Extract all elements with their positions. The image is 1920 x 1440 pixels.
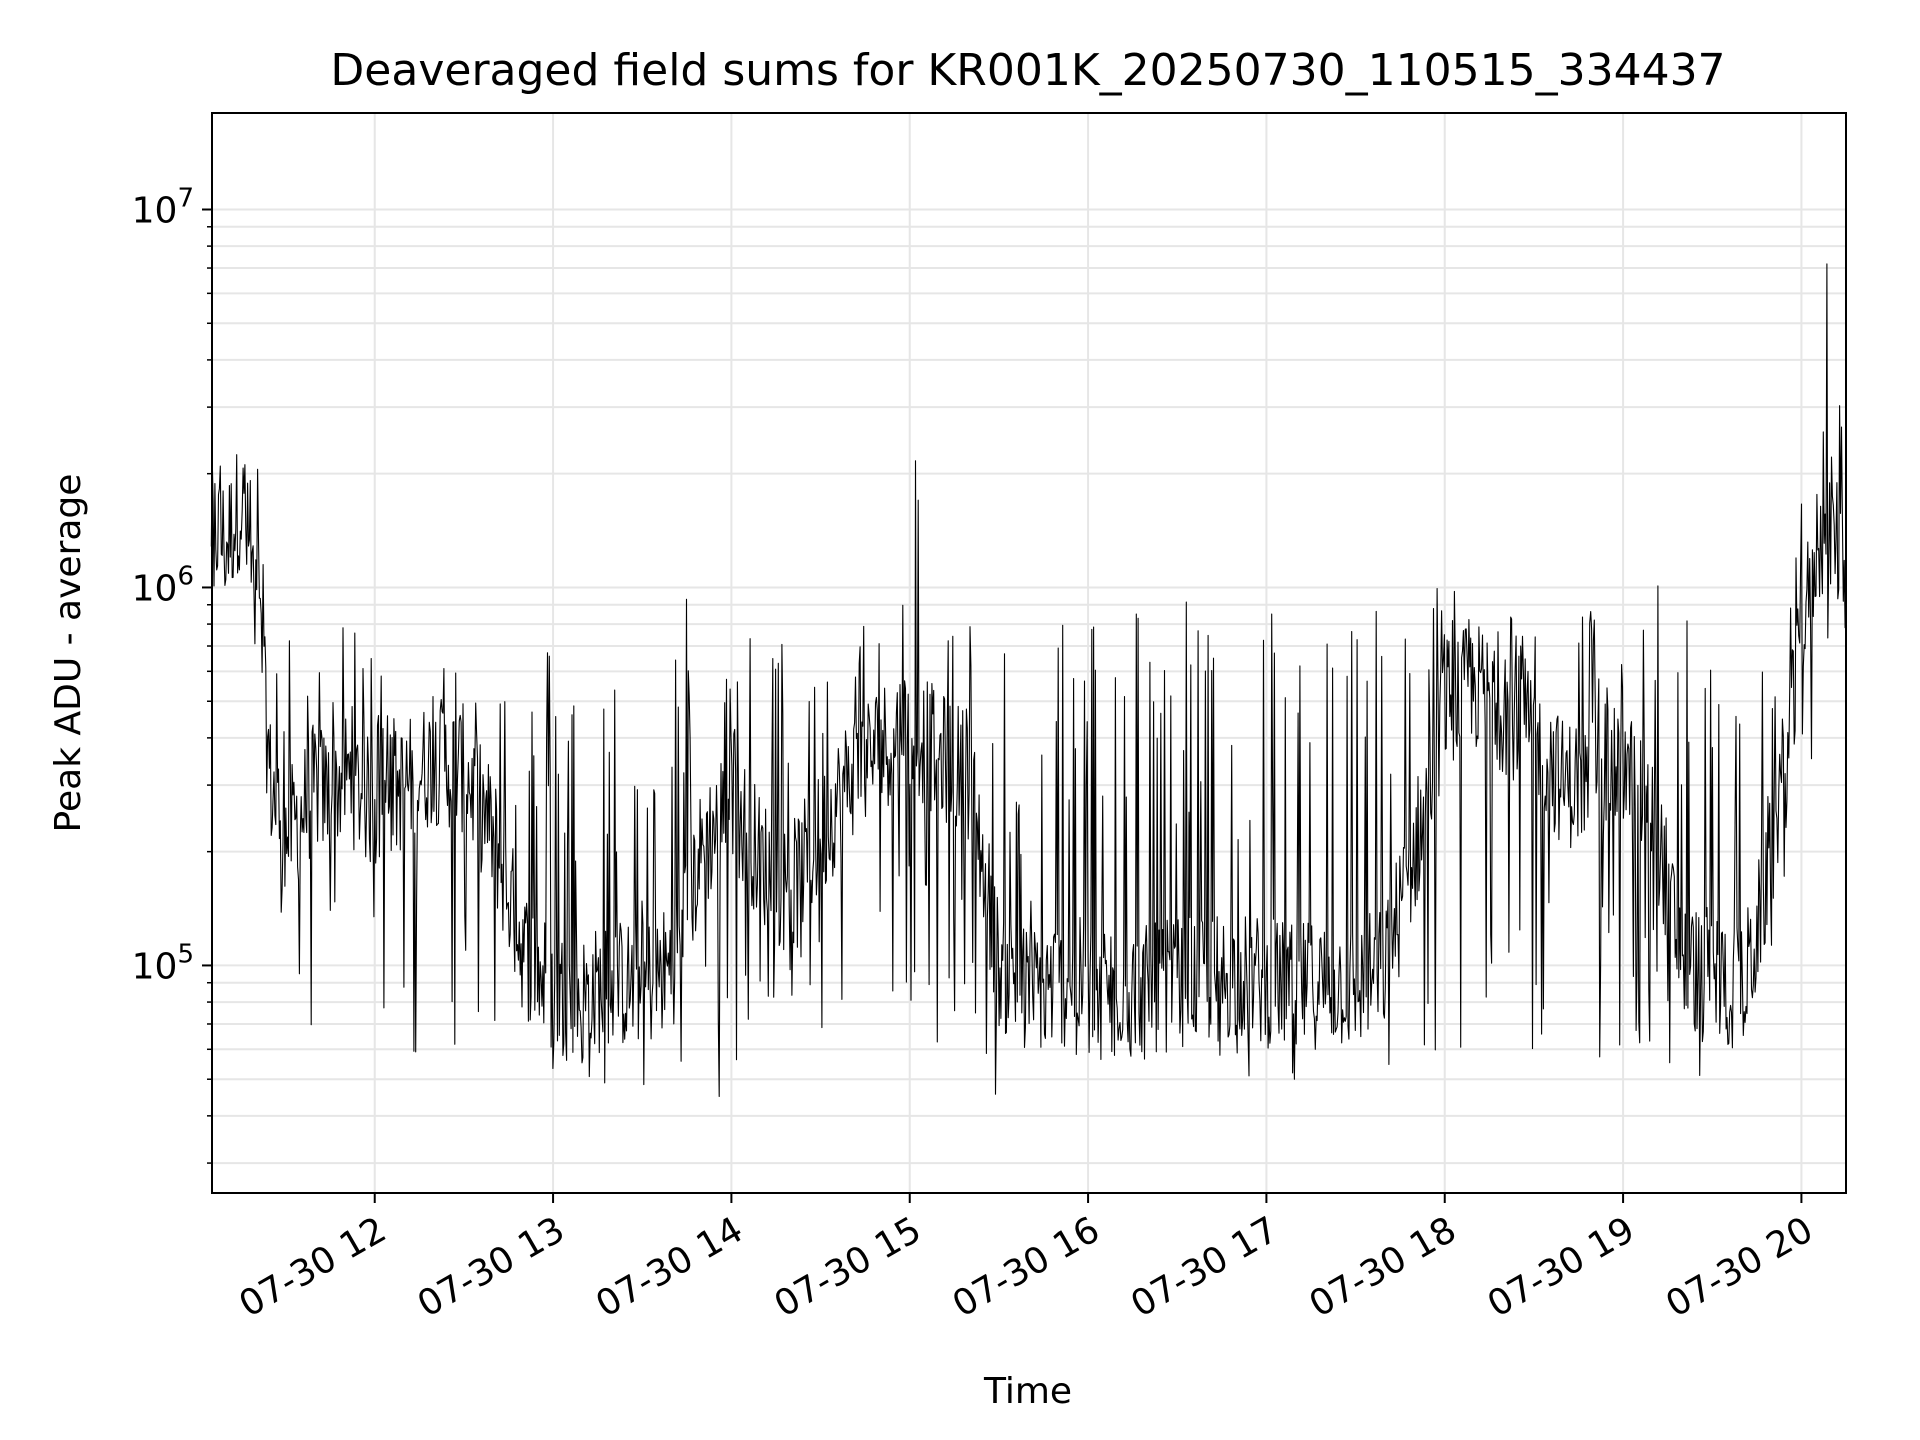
grid: [212, 113, 1846, 1193]
series-line: [210, 263, 1847, 1098]
axes-frame: [211, 112, 1847, 1194]
chart-title: Deaveraged field sums for KR001K_2025073…: [330, 45, 1725, 96]
plot-area: [210, 263, 1847, 1098]
x-axis-label: Time: [983, 1371, 1072, 1412]
y-axis-label: Peak ADU - average: [48, 474, 89, 833]
y-tick-label: 107: [132, 183, 194, 231]
y-axis: 105 106 107: [132, 183, 212, 1164]
y-tick-label: 106: [132, 561, 194, 609]
y-tick-label: 105: [132, 939, 194, 987]
